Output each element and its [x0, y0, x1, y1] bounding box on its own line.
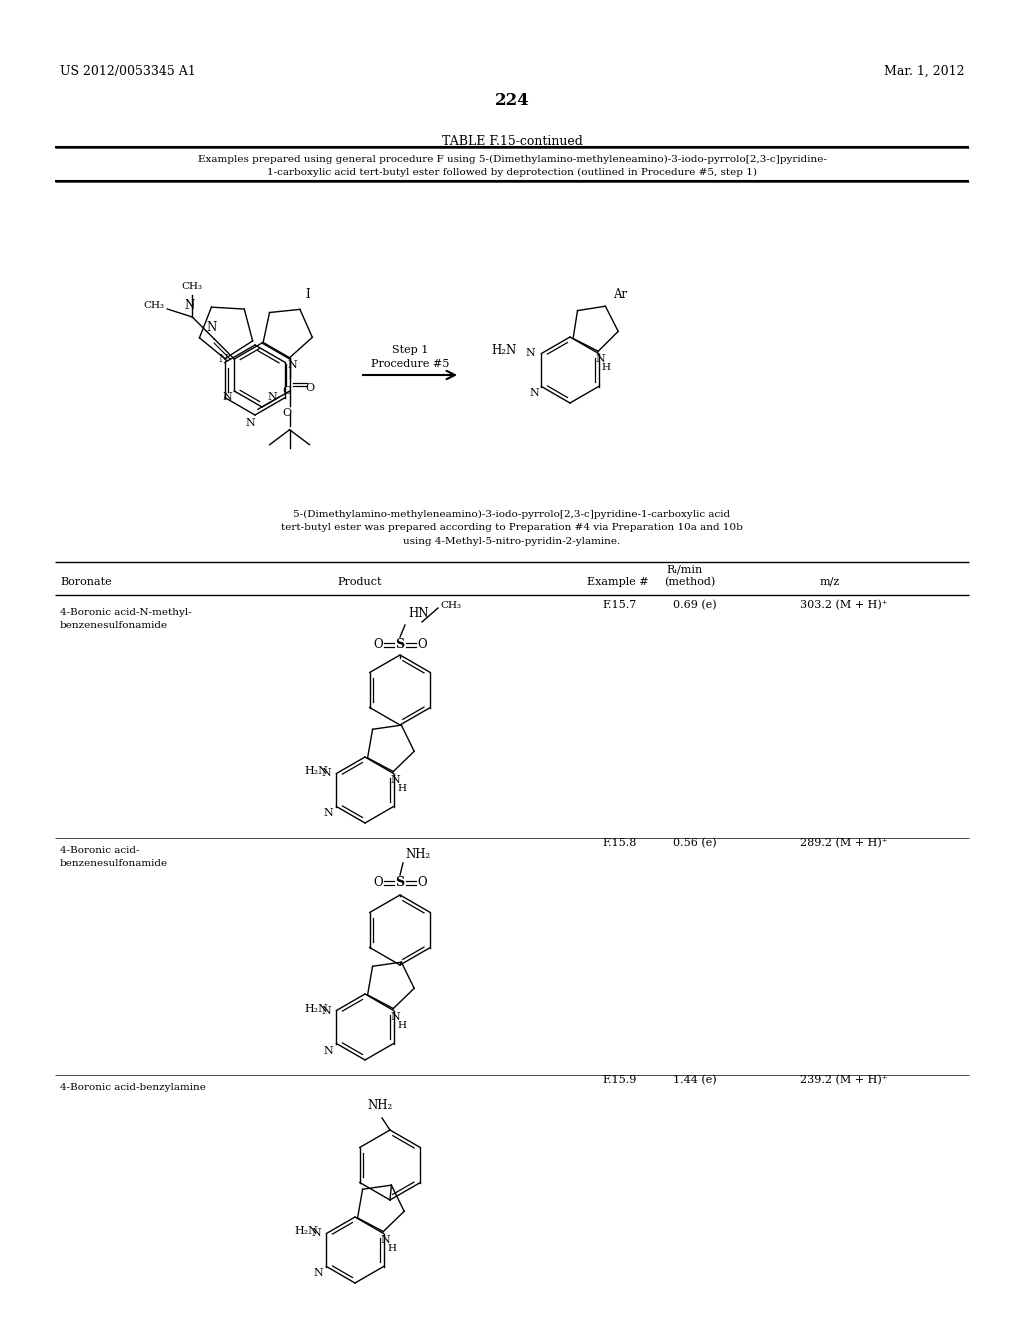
Text: S: S [395, 876, 404, 890]
Text: Examples prepared using general procedure F using 5-(Dimethylamino-methyleneamin: Examples prepared using general procedur… [198, 154, 826, 164]
Text: F.15.7: F.15.7 [603, 601, 637, 610]
Text: N: N [381, 1234, 390, 1245]
Text: HN: HN [408, 607, 428, 620]
Text: H: H [602, 363, 610, 372]
Text: 303.2 (M + H)⁺: 303.2 (M + H)⁺ [800, 599, 888, 610]
Text: N: N [184, 300, 195, 312]
Text: N: N [245, 418, 255, 428]
Text: 239.2 (M + H)⁺: 239.2 (M + H)⁺ [800, 1074, 888, 1085]
Text: 0.69 (e): 0.69 (e) [673, 599, 717, 610]
Text: TABLE F.15-continued: TABLE F.15-continued [441, 135, 583, 148]
Text: N: N [390, 1011, 400, 1022]
Text: N: N [311, 1229, 322, 1238]
Text: H: H [397, 784, 407, 792]
Text: m/z: m/z [820, 577, 840, 587]
Text: N: N [322, 1006, 332, 1015]
Text: 289.2 (M + H)⁺: 289.2 (M + H)⁺ [800, 838, 888, 847]
Text: H₂N: H₂N [304, 1003, 329, 1014]
Text: O: O [373, 639, 383, 652]
Text: C: C [283, 385, 291, 396]
Text: 4-Boronic acid-benzylamine: 4-Boronic acid-benzylamine [60, 1082, 206, 1092]
Text: N: N [324, 808, 334, 818]
Text: 5-(Dimethylamino-methyleneamino)-3-iodo-pyrrolo[2,3-c]pyridine-1-carboxylic acid: 5-(Dimethylamino-methyleneamino)-3-iodo-… [281, 510, 743, 545]
Text: 1.44 (e): 1.44 (e) [673, 1074, 717, 1085]
Text: Mar. 1, 2012: Mar. 1, 2012 [884, 65, 964, 78]
Text: (method): (method) [665, 577, 716, 587]
Text: N: N [595, 354, 605, 364]
Text: CH₃: CH₃ [440, 601, 461, 610]
Text: Procedure #5: Procedure #5 [371, 359, 450, 370]
Text: Example #: Example # [587, 577, 649, 587]
Text: 4-Boronic acid-N-methyl-
benzenesulfonamide: 4-Boronic acid-N-methyl- benzenesulfonam… [60, 609, 191, 630]
Text: N: N [222, 392, 232, 403]
Text: N: N [206, 321, 216, 334]
Text: 0.56 (e): 0.56 (e) [673, 838, 717, 847]
Text: Ar: Ar [613, 288, 628, 301]
Text: Step 1: Step 1 [392, 345, 428, 355]
Text: Rₜ/min: Rₜ/min [667, 564, 703, 574]
Text: H₂N: H₂N [492, 345, 516, 356]
Text: N: N [218, 354, 228, 364]
Text: N: N [525, 348, 536, 359]
Text: US 2012/0053345 A1: US 2012/0053345 A1 [60, 65, 196, 78]
Text: I: I [305, 288, 309, 301]
Text: N: N [313, 1269, 324, 1279]
Text: NH₂: NH₂ [368, 1100, 392, 1111]
Text: S: S [395, 639, 404, 652]
Text: F.15.8: F.15.8 [603, 838, 637, 847]
Text: O: O [373, 876, 383, 890]
Text: 4-Boronic acid-
benzenesulfonamide: 4-Boronic acid- benzenesulfonamide [60, 846, 168, 869]
Text: H₂N: H₂N [295, 1226, 318, 1237]
Text: O: O [417, 876, 427, 890]
Text: N: N [322, 768, 332, 779]
Text: CH₃: CH₃ [143, 301, 164, 309]
Text: N: N [288, 360, 297, 370]
Text: N: N [267, 392, 278, 403]
Text: O: O [305, 383, 314, 393]
Text: NH₂: NH₂ [406, 847, 430, 861]
Text: O: O [282, 408, 291, 417]
Text: H: H [388, 1243, 396, 1253]
Text: H₂N: H₂N [304, 767, 329, 776]
Text: N: N [390, 775, 400, 784]
Text: H: H [397, 1020, 407, 1030]
Text: Product: Product [338, 577, 382, 587]
Text: N: N [529, 388, 540, 399]
Text: CH₃: CH₃ [182, 282, 203, 290]
Text: 224: 224 [495, 92, 529, 110]
Text: O: O [417, 639, 427, 652]
Text: Boronate: Boronate [60, 577, 112, 587]
Text: N: N [324, 1045, 334, 1056]
Text: 1-carboxylic acid tert-butyl ester followed by deprotection (outlined in Procedu: 1-carboxylic acid tert-butyl ester follo… [267, 168, 757, 177]
Text: F.15.9: F.15.9 [603, 1074, 637, 1085]
